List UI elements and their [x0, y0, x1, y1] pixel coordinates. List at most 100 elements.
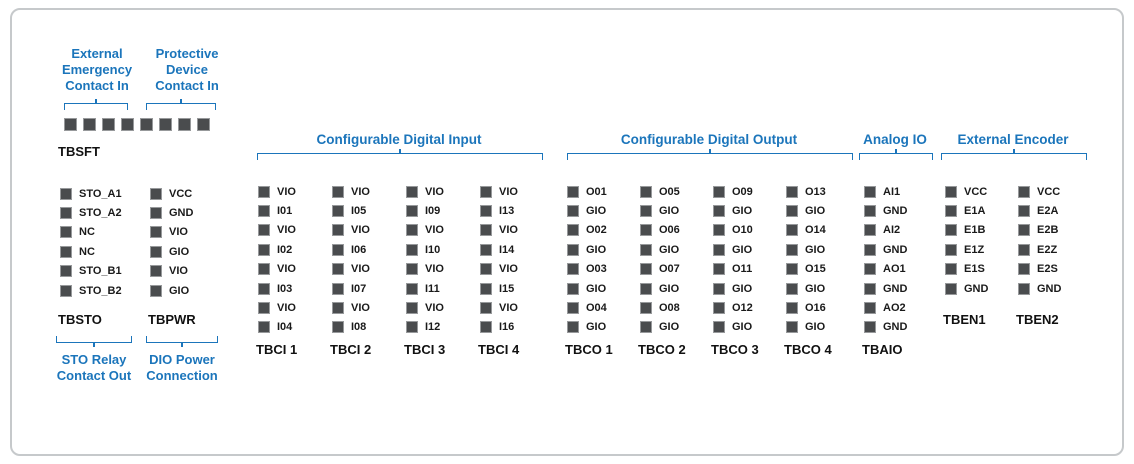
pin-square-icon [258, 302, 270, 315]
pin-label: AO2 [883, 302, 906, 315]
pin-square-icon [786, 243, 798, 256]
pin-row: VIO [150, 262, 193, 281]
pin-row: GIO [640, 240, 680, 259]
pin-square-icon [640, 205, 652, 218]
pin-label: GIO [586, 205, 607, 218]
bracket-external-encoder [941, 153, 1087, 160]
pin-row: VIO [406, 260, 444, 279]
pin-square-icon [640, 302, 652, 315]
pin-square-icon [945, 205, 957, 218]
pin-square-icon [945, 185, 957, 198]
pin-row: I13 [480, 201, 518, 220]
pin-label: I11 [425, 282, 440, 295]
pin-square-icon [258, 321, 270, 334]
pin-row: GND [150, 203, 193, 222]
pin-label: I16 [499, 321, 515, 334]
pin-square-icon [480, 185, 492, 198]
callout-line: Protective [155, 46, 219, 61]
pin-label: AI2 [883, 224, 901, 237]
pin-square-icon [567, 243, 579, 256]
pin-label: GND [964, 282, 989, 295]
pin-square-icon [258, 224, 270, 237]
pin-label: GND [883, 205, 908, 218]
pin-square-icon [178, 118, 191, 131]
pin-row: GIO [640, 318, 680, 337]
pin-square-icon [1018, 263, 1030, 276]
pin-row: GND [864, 279, 907, 298]
pin-label: GND [169, 207, 194, 220]
pin-square-icon [332, 185, 344, 198]
pin-label: GIO [586, 321, 607, 334]
pin-label: O03 [586, 263, 607, 276]
pin-row: I11 [406, 279, 444, 298]
pin-label: AO1 [883, 263, 906, 276]
pin-label: GIO [659, 243, 680, 256]
pin-square-icon [332, 302, 344, 315]
pin-row: STO_A1 [60, 184, 122, 203]
pin-label: VIO [425, 185, 444, 198]
group-header-digital-input: Configurable Digital Input [316, 132, 482, 147]
pin-label: I02 [277, 243, 293, 256]
pin-label: GIO [659, 321, 680, 334]
pin-label: GIO [659, 282, 680, 295]
pin-label: GND [883, 321, 908, 334]
pin-row: VIO [406, 221, 444, 240]
terminal-block-tben2: VCC E2A E2B E2Z E2S GND [1018, 182, 1061, 298]
pin-label: E2S [1037, 263, 1058, 276]
pin-row: GND [864, 201, 907, 220]
callout-line: Device [166, 62, 208, 77]
pin-label: O13 [805, 185, 826, 198]
bracket-emergency-contact [64, 103, 128, 110]
terminal-block-tbaio: AI1 GND AI2 GND AO1 GND AO2 GND [864, 182, 907, 337]
pin-row: AO2 [864, 298, 907, 317]
pin-label: O01 [586, 185, 607, 198]
pin-label: I06 [351, 243, 367, 256]
terminal-block-tbci4: VIO I13 VIO I14 VIO I15 VIO I16 [480, 182, 518, 337]
pin-square-icon [150, 245, 162, 258]
pin-square-icon [1018, 243, 1030, 256]
pin-square-icon [713, 224, 725, 237]
callout-dio-power-connection: DIO Power Connection [138, 352, 226, 384]
pin-row: AO1 [864, 260, 907, 279]
bracket-dio-power [146, 336, 218, 343]
pin-label: VIO [277, 224, 296, 237]
pin-square-icon [480, 205, 492, 218]
pin-row: STO_B2 [60, 281, 122, 300]
pin-square-icon [567, 282, 579, 295]
pin-label: VIO [169, 265, 188, 278]
block-label-tbco1: TBCO 1 [565, 342, 613, 357]
pin-row: GIO [786, 201, 826, 220]
pin-row: VIO [406, 298, 444, 317]
pin-square-icon [150, 284, 162, 297]
pin-label: VIO [277, 185, 296, 198]
pin-label: I15 [499, 282, 515, 295]
pin-square-icon [480, 243, 492, 256]
callout-protective-device-contact-in: Protective Device Contact In [144, 46, 230, 94]
pin-label: GIO [805, 243, 826, 256]
pin-square-icon [121, 118, 134, 131]
callout-line: External [71, 46, 123, 61]
pin-square-icon [60, 226, 72, 239]
pin-row: O07 [640, 260, 680, 279]
pin-row: I02 [258, 240, 296, 259]
pin-square-icon [159, 118, 172, 131]
pin-square-icon [567, 205, 579, 218]
pin-square-icon [864, 282, 876, 295]
pin-label: O15 [805, 263, 826, 276]
pin-row: I10 [406, 240, 444, 259]
pin-row: E2Z [1018, 240, 1061, 259]
pin-label: GND [883, 243, 908, 256]
pin-square-icon [60, 265, 72, 278]
pin-label: E2A [1037, 205, 1059, 218]
pin-label: O04 [586, 302, 607, 315]
pin-label: I05 [351, 205, 367, 218]
pin-label: E1S [964, 263, 985, 276]
pin-row: GIO [713, 279, 753, 298]
bracket-digital-output [567, 153, 853, 160]
pin-label: E1B [964, 224, 986, 237]
pin-row: O02 [567, 221, 607, 240]
pin-square-icon [713, 263, 725, 276]
pin-square-icon [864, 243, 876, 256]
terminal-block-tbci2: VIO I05 VIO I06 VIO I07 VIO I08 [332, 182, 370, 337]
pin-row: GIO [713, 318, 753, 337]
